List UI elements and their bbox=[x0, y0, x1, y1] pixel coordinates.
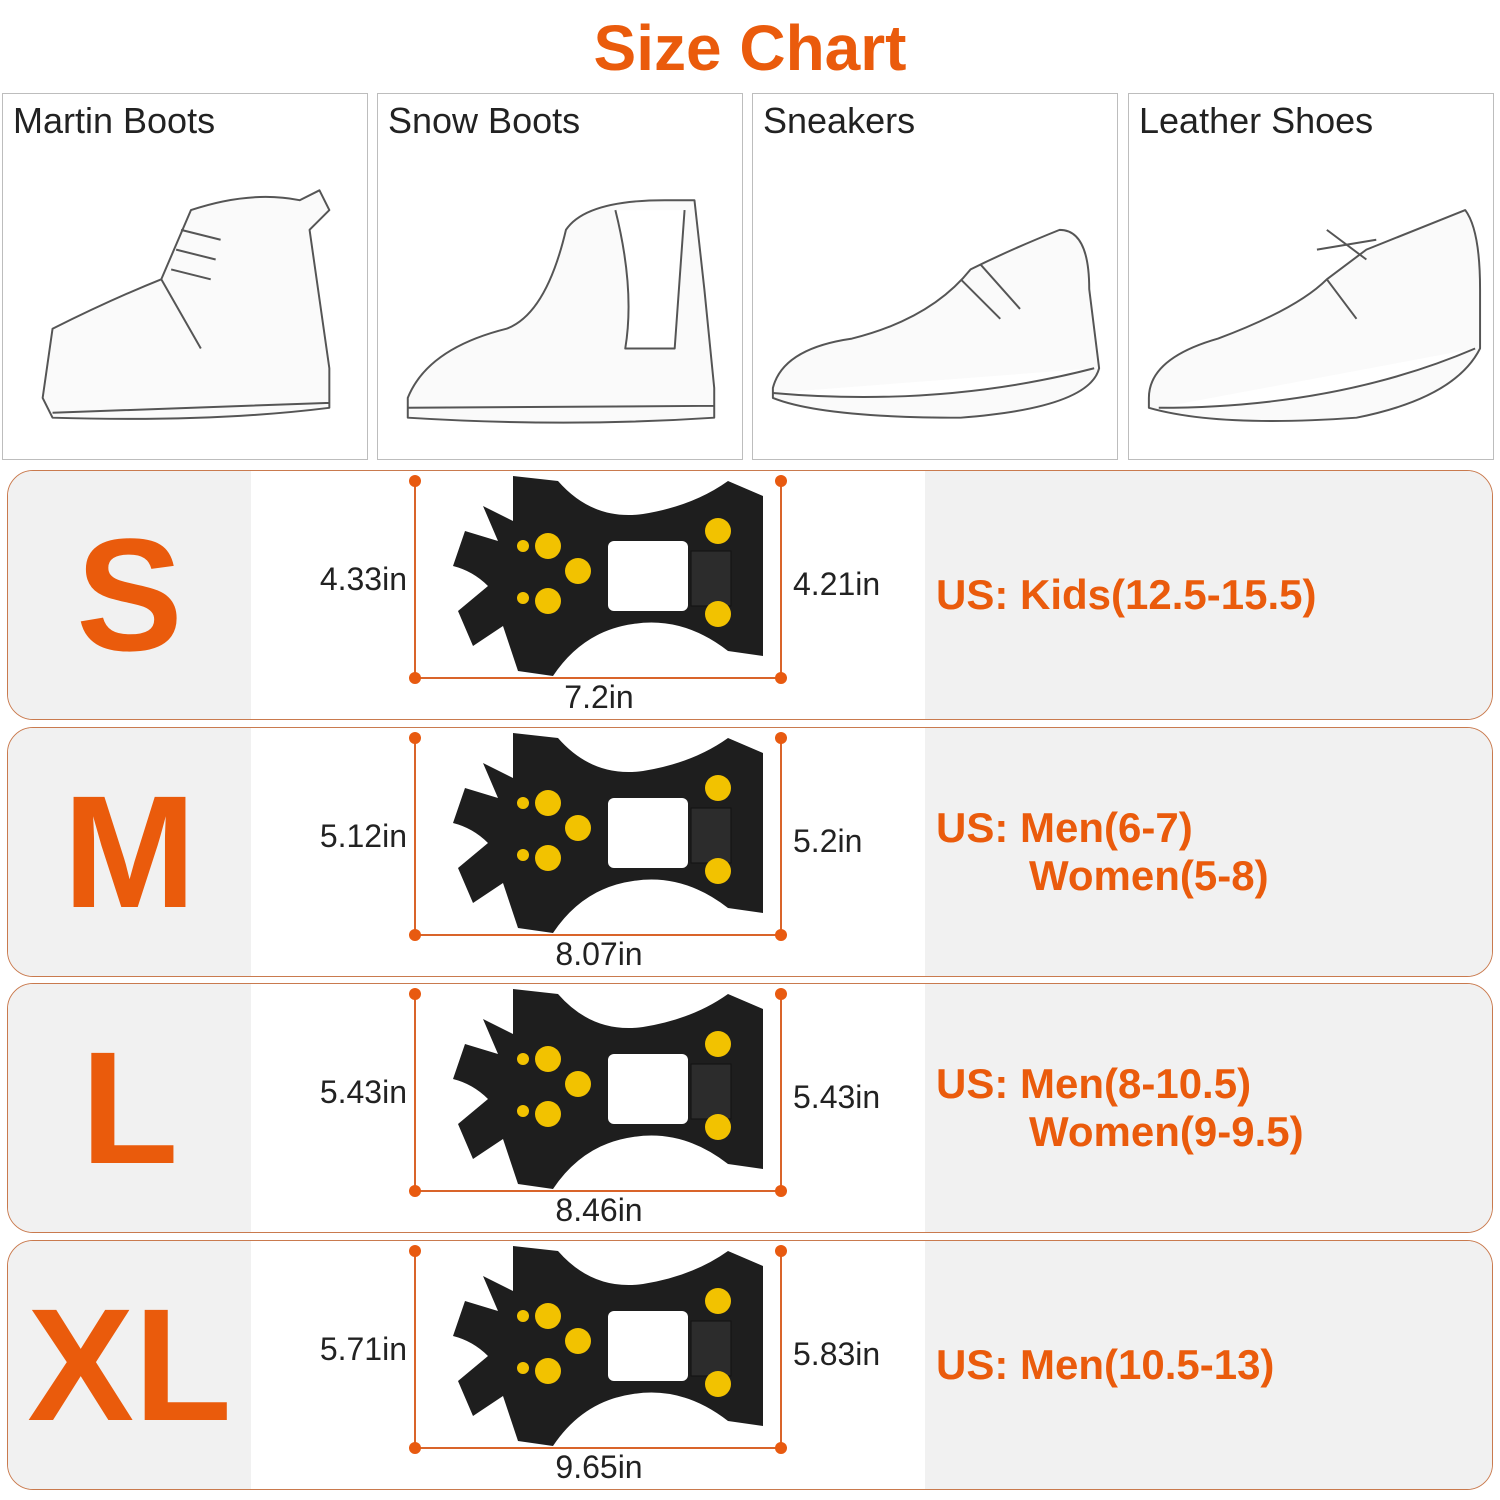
us-size-line-1: US: Men(8-10.5) bbox=[936, 1060, 1252, 1107]
left-height-line bbox=[414, 481, 416, 679]
length-label: 9.65in bbox=[555, 1449, 643, 1485]
sneaker-sketch-icon bbox=[771, 228, 1101, 419]
ice-cleat-image bbox=[453, 733, 763, 933]
shoe-type-label: Leather Shoes bbox=[1139, 100, 1374, 141]
right-height-line bbox=[780, 738, 782, 936]
us-size-text: US: Men(6-7) Women(5-8) bbox=[936, 728, 1269, 976]
us-size-panel bbox=[925, 1241, 1492, 1489]
dimension-dot bbox=[775, 1185, 787, 1197]
dimension-dot bbox=[775, 988, 787, 1000]
dimension-dot bbox=[409, 475, 421, 487]
dimension-dot bbox=[409, 672, 421, 684]
size-label-panel bbox=[8, 471, 251, 719]
us-size-line-1: US: Kids(12.5-15.5) bbox=[936, 571, 1317, 618]
us-size-line-2: Women(9-9.5) bbox=[1029, 1108, 1304, 1155]
length-line bbox=[415, 934, 781, 936]
shoe-type-panel: Snow Boots bbox=[377, 93, 743, 460]
dimension-dot bbox=[409, 1185, 421, 1197]
shoe-type-panel: Leather Shoes bbox=[1128, 93, 1494, 460]
size-letter: S bbox=[76, 505, 183, 684]
us-size-panel bbox=[925, 471, 1492, 719]
shoe-type-panel: Sneakers bbox=[752, 93, 1118, 460]
us-size-line-1: US: Men(6-7) bbox=[936, 804, 1193, 851]
boot-sketch-icon bbox=[41, 189, 331, 420]
us-size-text: US: Men(8-10.5) Women(9-9.5) bbox=[936, 984, 1304, 1232]
shoe-type-label: Sneakers bbox=[763, 100, 916, 141]
dimension-dot bbox=[409, 1245, 421, 1257]
size-letter: L bbox=[80, 1018, 179, 1197]
shoe-type-label: Martin Boots bbox=[13, 100, 216, 141]
dimension-dot bbox=[775, 732, 787, 744]
dimension-dot bbox=[409, 732, 421, 744]
dimension-dot bbox=[409, 988, 421, 1000]
dimension-dot bbox=[409, 929, 421, 941]
left-height-line bbox=[414, 738, 416, 936]
dimension-dot bbox=[775, 929, 787, 941]
right-height-line bbox=[780, 481, 782, 679]
length-label: 7.2in bbox=[564, 679, 634, 715]
right-height-line bbox=[780, 1251, 782, 1449]
left-height-line bbox=[414, 1251, 416, 1449]
left-height-label: 5.12in bbox=[319, 818, 407, 854]
right-height-label: 5.83in bbox=[793, 1336, 881, 1372]
us-size-line-1: US: Men(10.5-13) bbox=[936, 1341, 1275, 1388]
us-size-panel bbox=[925, 728, 1492, 976]
right-height-label: 5.43in bbox=[793, 1079, 881, 1115]
right-height-line bbox=[780, 994, 782, 1192]
snow-boot-sketch-icon bbox=[406, 199, 716, 424]
length-line bbox=[415, 1190, 781, 1192]
size-row-s: S 4.33in 4.21in 7.2in US: Kids(12.5-15.5… bbox=[7, 470, 1493, 720]
right-height-label: 4.21in bbox=[793, 566, 881, 602]
shoe-type-label: Snow Boots bbox=[388, 100, 581, 141]
size-label-panel bbox=[8, 728, 251, 976]
size-row-xl: XL 5.71in 5.83in 9.65in US: Men(10.5-13) bbox=[7, 1240, 1493, 1490]
page-title: Size Chart bbox=[593, 12, 907, 84]
ice-cleat-image bbox=[453, 1246, 763, 1446]
us-size-panel bbox=[925, 984, 1492, 1232]
ice-cleat-image bbox=[453, 989, 763, 1189]
ice-cleat-image bbox=[453, 476, 763, 676]
size-row-l: L 5.43in 5.43in 8.46in US: Men(8-10.5) W… bbox=[7, 983, 1493, 1233]
left-height-label: 5.71in bbox=[319, 1331, 407, 1367]
us-size-line-2: Women(5-8) bbox=[1029, 852, 1269, 899]
right-height-label: 5.2in bbox=[793, 823, 863, 859]
dimension-dot bbox=[775, 475, 787, 487]
size-letter: XL bbox=[27, 1275, 232, 1454]
length-line bbox=[415, 677, 781, 679]
dimension-dot bbox=[409, 1442, 421, 1454]
dimension-dot bbox=[775, 1442, 787, 1454]
dimension-dot bbox=[775, 1245, 787, 1257]
length-label: 8.07in bbox=[555, 936, 643, 972]
size-row-m: M 5.12in 5.2in 8.07in US: Men(6-7) Women… bbox=[7, 727, 1493, 977]
shoe-type-panel: Martin Boots bbox=[2, 93, 368, 460]
dimension-dot bbox=[775, 672, 787, 684]
us-size-text: US: Men(10.5-13) bbox=[936, 1241, 1274, 1489]
left-height-line bbox=[414, 994, 416, 1192]
leather-shoe-sketch-icon bbox=[1147, 209, 1482, 422]
length-line bbox=[415, 1447, 781, 1449]
left-height-label: 5.43in bbox=[319, 1074, 407, 1110]
size-letter: M bbox=[62, 762, 197, 941]
size-label-panel bbox=[8, 984, 251, 1232]
left-height-label: 4.33in bbox=[319, 561, 407, 597]
length-label: 8.46in bbox=[555, 1192, 643, 1228]
us-size-text: US: Kids(12.5-15.5) bbox=[936, 471, 1316, 719]
size-label-panel bbox=[8, 1241, 251, 1489]
